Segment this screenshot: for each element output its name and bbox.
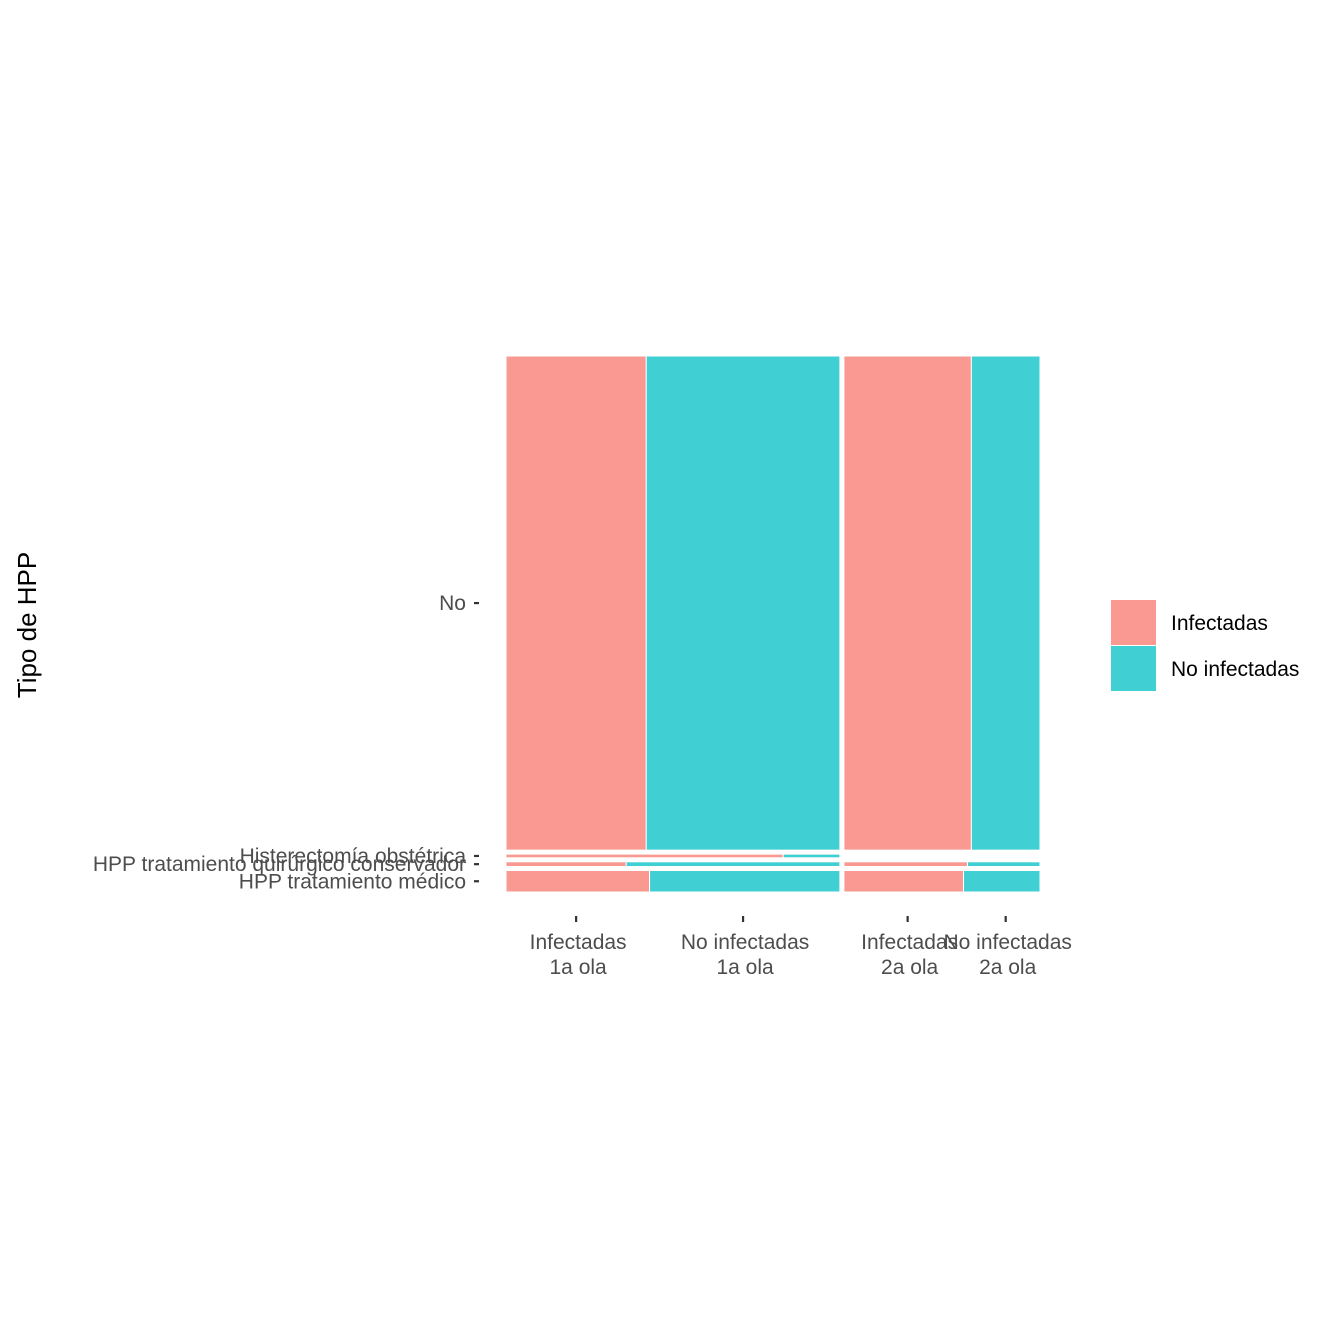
tile-1a-ola-no-infectadas-hpp-tratamiento-medico: [649, 870, 841, 893]
y-tick-label-hpp-tratamiento-medico: HPP tratamiento médico: [239, 870, 466, 893]
x-tick-label-0-line-0: Infectadas: [530, 931, 627, 954]
tile-1a-ola-infectadas-no: [505, 355, 647, 851]
tile-1a-ola-infectadas-histerectomia-obstetrica: [505, 853, 784, 859]
legend-key-no-infectadas: [1111, 646, 1156, 691]
x-tick-label-3-line-1: 2a ola: [979, 956, 1037, 979]
y-tick-label-no: No: [439, 592, 466, 615]
tile-2a-ola-infectadas-no: [843, 355, 972, 851]
x-tick-label-3-line-0: No infectadas: [943, 931, 1071, 954]
y-tick-label-histerectomia-obstetrica: Histerectomía obstétrica: [240, 845, 467, 868]
legend-label-no-infectadas: No infectadas: [1171, 658, 1299, 681]
tile-2a-ola-no-infectadas-hpp-tratamiento-quirurgico-conservador: [966, 861, 1041, 868]
x-tick-label-1-line-1: 1a ola: [716, 956, 774, 979]
legend: Infectadas No infectadas: [1111, 600, 1299, 691]
tile-1a-ola-infectadas-hpp-tratamiento-medico: [505, 870, 651, 893]
x-tick-label-2-line-0: Infectadas: [861, 931, 958, 954]
legend-label-infectadas: Infectadas: [1171, 612, 1268, 635]
legend-key-infectadas: [1111, 600, 1156, 645]
mosaic-tiles: [505, 355, 1041, 893]
tile-2a-ola-infectadas-hpp-tratamiento-quirurgico-conservador: [843, 861, 968, 868]
tile-1a-ola-no-infectadas-no: [645, 355, 841, 851]
x-tick-label-1-line-0: No infectadas: [681, 931, 809, 954]
tile-2a-ola-no-infectadas-no: [970, 355, 1041, 851]
tile-2a-ola-infectadas-hpp-tratamiento-medico: [843, 870, 965, 893]
tile-1a-ola-no-infectadas-histerectomia-obstetrica: [782, 853, 841, 859]
tile-1a-ola-infectadas-hpp-tratamiento-quirurgico-conservador: [505, 861, 627, 868]
x-tick-label-2-line-1: 2a ola: [881, 956, 939, 979]
y-tick-label-hpp-tratamiento-quirurgico-conservador: HPP tratamiento quirúrgico conservador: [93, 853, 466, 876]
tile-1a-ola-no-infectadas-hpp-tratamiento-quirurgico-conservador: [625, 861, 841, 868]
x-tick-label-0-line-1: 1a ola: [550, 956, 608, 979]
y-axis-title: Tipo de HPP: [12, 552, 42, 698]
tile-2a-ola-no-infectadas-hpp-tratamiento-medico: [963, 870, 1041, 893]
